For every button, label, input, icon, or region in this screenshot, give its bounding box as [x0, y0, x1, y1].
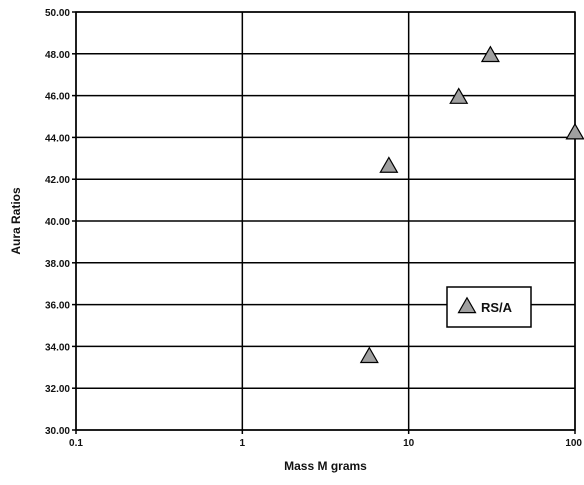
- y-tick-label: 34.00: [45, 342, 70, 353]
- y-tick-label: 42.00: [45, 175, 70, 186]
- legend-box: [446, 286, 532, 328]
- data-point: [565, 122, 584, 140]
- y-tick-label: 30.00: [45, 426, 70, 437]
- y-tick-label: 36.00: [45, 301, 70, 312]
- grid-lines: [75, 11, 576, 431]
- y-tick-label: 40.00: [45, 217, 70, 228]
- data-point: [379, 156, 399, 173]
- x-tick-label: 100: [565, 438, 582, 449]
- data-points: [359, 45, 584, 364]
- legend-triangle-icon: [457, 296, 477, 314]
- y-tick-label: 50.00: [45, 8, 70, 19]
- y-tick-label: 32.00: [45, 384, 70, 395]
- x-axis-title: Mass M grams: [284, 459, 367, 473]
- y-tick-label: 38.00: [45, 259, 70, 270]
- y-tick-label: 44.00: [45, 133, 70, 144]
- data-point: [480, 45, 500, 63]
- y-tick-label: 48.00: [45, 50, 70, 61]
- data-point: [359, 346, 379, 364]
- x-tick-label: 0.1: [69, 438, 83, 449]
- y-tick-label: 46.00: [45, 92, 70, 103]
- x-tick-label: 1: [240, 438, 246, 449]
- legend: RS/A: [446, 286, 532, 328]
- x-tick-label: 10: [403, 438, 415, 449]
- x-axis-ticks: 0.1 1 10 100: [69, 430, 582, 449]
- y-axis-title: Aura Ratios: [9, 187, 23, 255]
- legend-label: RS/A: [481, 300, 513, 315]
- data-point: [449, 87, 469, 104]
- y-axis-ticks: 30.00 32.00 34.00 36.00 38.00 40.00 42.00 44.00…: [45, 8, 76, 437]
